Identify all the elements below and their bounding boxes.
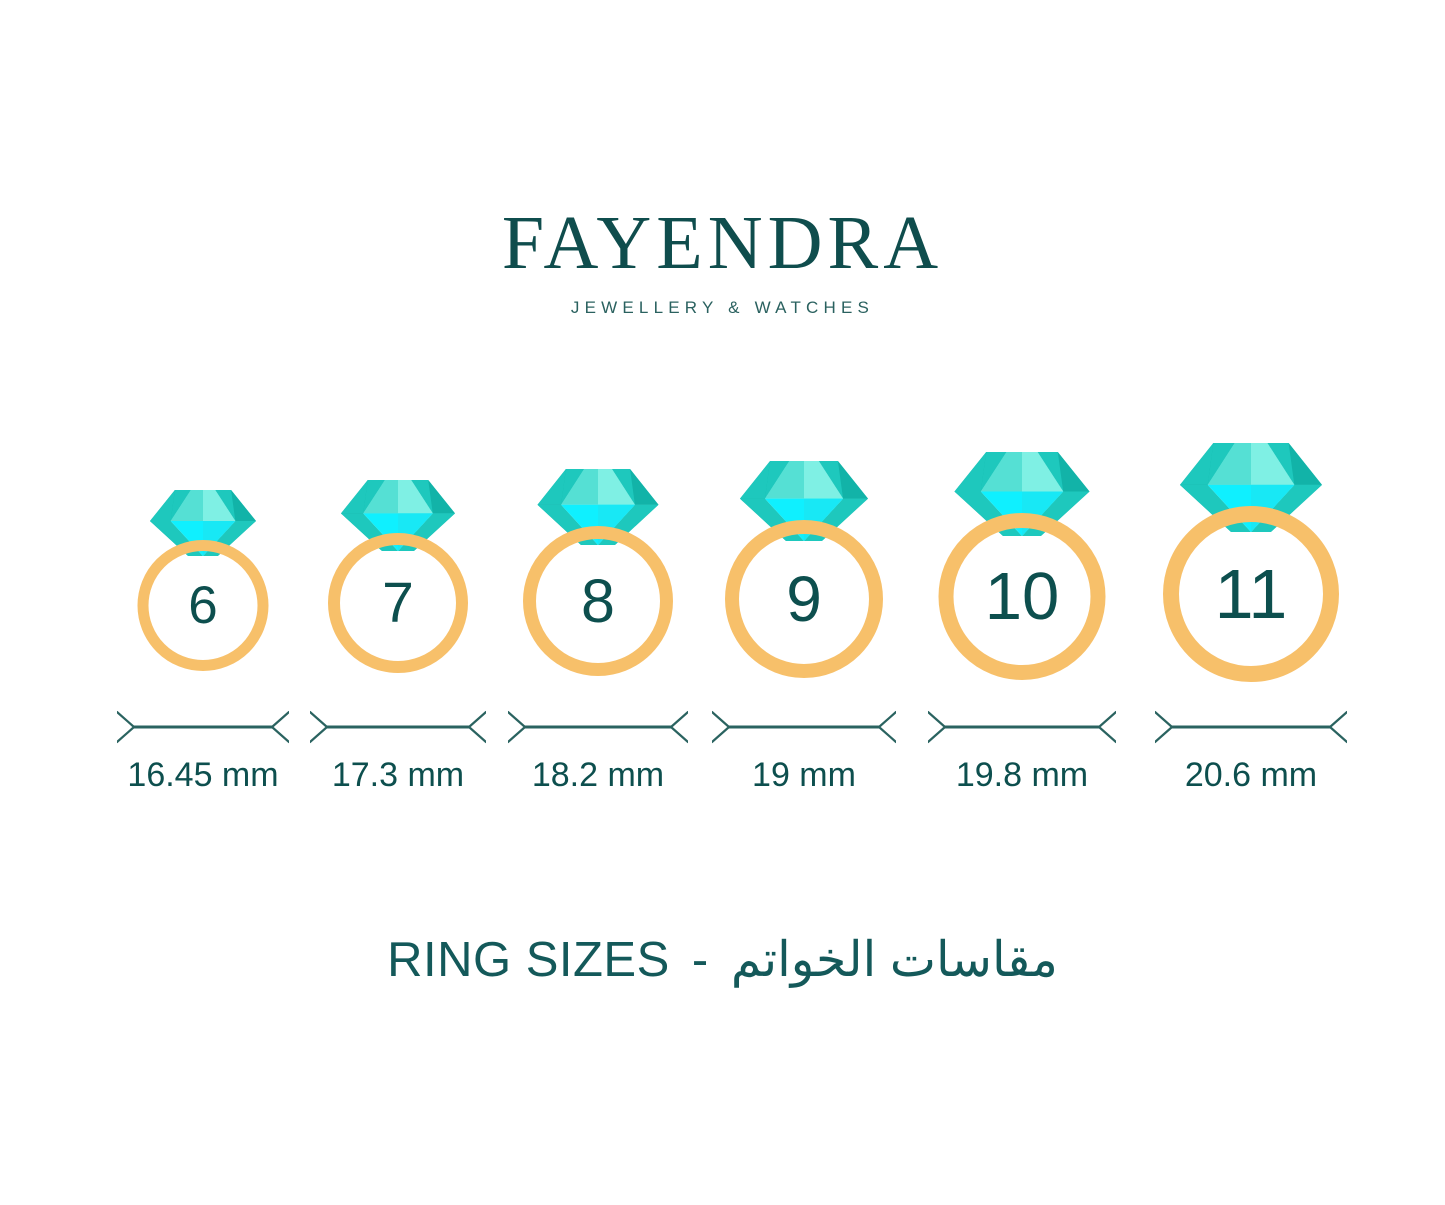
- ring-size-item[interactable]: 10 19.8 mm: [917, 440, 1127, 820]
- ring-diameter-label: 20.6 mm: [1184, 756, 1318, 794]
- brand-header: FAYENDRA JEWELLERY & WATCHES: [0, 205, 1445, 318]
- brand-tagline: JEWELLERY & WATCHES: [570, 298, 875, 317]
- ring-size-number: 11: [1214, 555, 1288, 633]
- ring-size-item[interactable]: 9 19 mm: [699, 440, 909, 820]
- ring-band: 7: [328, 533, 468, 673]
- ring-band: 10: [938, 513, 1106, 680]
- dimension-arrow-icon: [508, 710, 688, 744]
- dimension-arrow-icon: [712, 710, 896, 744]
- dimension-arrow-icon: [117, 710, 289, 744]
- ring-diameter-label: 18.2 mm: [531, 756, 665, 794]
- ring-diameter-label: 16.45 mm: [127, 756, 279, 794]
- ring-band: 6: [137, 540, 269, 671]
- brand-name: FAYENDRA: [501, 201, 944, 285]
- ring-size-number: 9: [786, 563, 822, 635]
- ring-band: 11: [1163, 506, 1339, 682]
- dimension-arrow-icon: [928, 710, 1116, 744]
- ring-diameter-label: 17.3 mm: [331, 756, 465, 794]
- chart-title-ar: مقاسات الخواتم: [730, 933, 1058, 987]
- ring-size-row: 6 16.45 mm 7 17.3 mm 8 18.2 mm 9 19 mm 10 19…: [0, 440, 1445, 820]
- ring-size-item[interactable]: 8 18.2 mm: [493, 440, 703, 820]
- ring-diameter-label: 19.8 mm: [955, 756, 1089, 794]
- ring-size-number: 6: [188, 576, 218, 635]
- dimension-arrow-icon: [1155, 710, 1347, 744]
- chart-title-separator: -: [691, 933, 709, 987]
- ring-band: 9: [725, 520, 883, 678]
- ring-size-number: 10: [984, 559, 1060, 634]
- ring-band: 8: [523, 526, 673, 676]
- diamond-gem-icon: [537, 469, 659, 545]
- ring-size-number: 7: [382, 570, 414, 635]
- ring-size-number: 8: [581, 566, 615, 635]
- chart-title: RING SIZES - مقاسات الخواتم: [0, 930, 1445, 991]
- ring-size-item[interactable]: 11 20.6 mm: [1146, 440, 1356, 820]
- chart-title-en: RING SIZES: [387, 933, 670, 987]
- ring-diameter-label: 19 mm: [752, 756, 856, 794]
- ring-size-item[interactable]: 7 17.3 mm: [293, 440, 503, 820]
- dimension-arrow-icon: [310, 710, 486, 744]
- ring-size-item[interactable]: 6 16.45 mm: [98, 440, 308, 820]
